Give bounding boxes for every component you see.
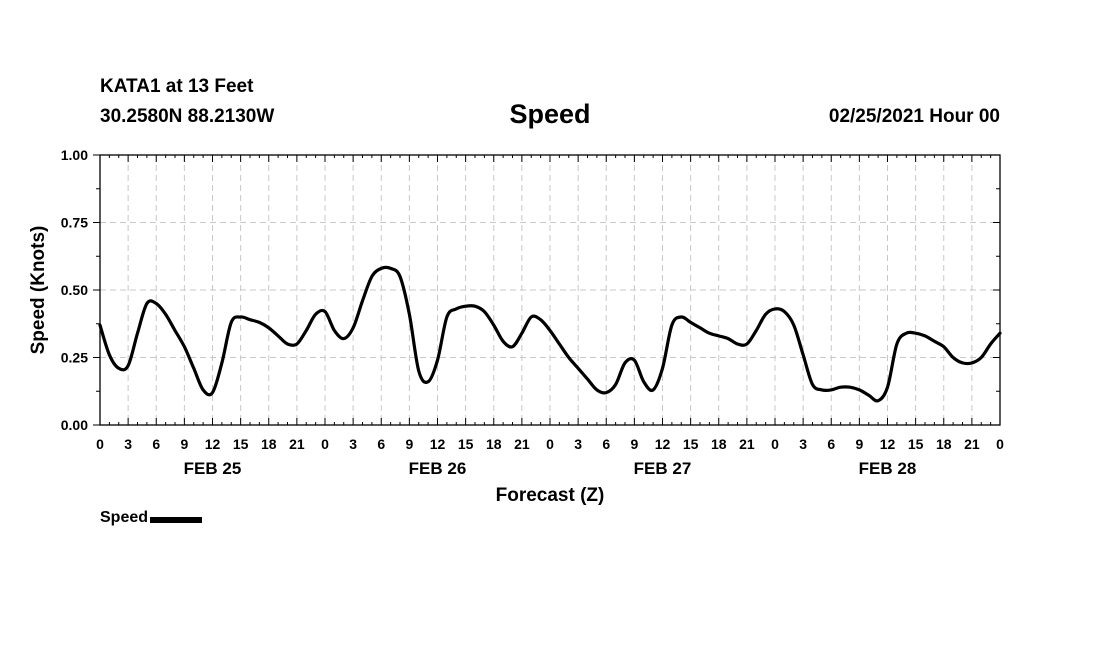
- x-tick-label: 0: [321, 436, 329, 452]
- x-tick-label: 9: [180, 436, 188, 452]
- x-tick-label: 15: [683, 436, 699, 452]
- y-tick-label: 0.75: [61, 215, 88, 231]
- grid-lines: [100, 155, 1000, 425]
- station-label: KATA1 at 13 Feet: [100, 76, 254, 97]
- y-tick-label: 0.50: [61, 282, 88, 298]
- series-layer: [98, 265, 1002, 403]
- x-tick-label: 21: [289, 436, 305, 452]
- x-tick-label: 6: [152, 436, 160, 452]
- x-tick-label: 6: [377, 436, 385, 452]
- x-tick-label: 21: [964, 436, 980, 452]
- x-tick-label: 3: [574, 436, 582, 452]
- y-tick-label: 1.00: [61, 147, 88, 163]
- x-tick-label: 9: [630, 436, 638, 452]
- legend: Speed: [100, 509, 203, 527]
- chart-title: Speed: [509, 99, 591, 129]
- date-label: FEB 27: [634, 459, 692, 478]
- legend-swatch: [150, 516, 203, 523]
- x-tick-label: 6: [602, 436, 610, 452]
- x-tick-label: 12: [430, 436, 446, 452]
- date-label: FEB 25: [184, 459, 242, 478]
- x-tick-label: 3: [799, 436, 807, 452]
- x-tick-label: 9: [855, 436, 863, 452]
- x-tick-label: 18: [486, 436, 502, 452]
- x-tick-label: 0: [546, 436, 554, 452]
- x-tick-label: 15: [458, 436, 474, 452]
- x-tick-label: 3: [349, 436, 357, 452]
- x-tick-label: 3: [124, 436, 132, 452]
- x-tick-label: 12: [655, 436, 671, 452]
- legend-label: Speed: [100, 509, 149, 526]
- x-tick-label: 18: [261, 436, 277, 452]
- coordinates-label: 30.2580N 88.2130W: [100, 106, 275, 127]
- x-tick-label: 0: [96, 436, 104, 452]
- x-tick-label: 0: [996, 436, 1004, 452]
- x-tick-label: 6: [827, 436, 835, 452]
- x-tick-label: 21: [514, 436, 530, 452]
- x-tick-label: 9: [405, 436, 413, 452]
- x-tick-label: 18: [936, 436, 952, 452]
- run-time-label: 02/25/2021 Hour 00: [828, 106, 1000, 127]
- x-tick-label: 15: [233, 436, 249, 452]
- y-axis-label: Speed (Knots): [28, 226, 49, 355]
- speed-series-line: [98, 265, 1002, 403]
- date-label: FEB 28: [859, 459, 917, 478]
- x-axis-label: Forecast (Z): [496, 485, 605, 506]
- axes: [93, 154, 1001, 426]
- x-tick-label: 12: [880, 436, 896, 452]
- tick-labels: 0.00 0.25 0.50 0.75 1.00 0 3 6 9 12 15 18 21 0 3 6 9 12 15…: [28, 147, 1004, 506]
- y-tick-label: 0.00: [61, 417, 88, 433]
- y-tick-label: 0.25: [61, 350, 88, 366]
- x-tick-label: 18: [711, 436, 727, 452]
- x-tick-label: 12: [205, 436, 221, 452]
- date-label: FEB 26: [409, 459, 467, 478]
- x-tick-label: 21: [739, 436, 755, 452]
- x-tick-label: 15: [908, 436, 924, 452]
- x-tick-label: 0: [771, 436, 779, 452]
